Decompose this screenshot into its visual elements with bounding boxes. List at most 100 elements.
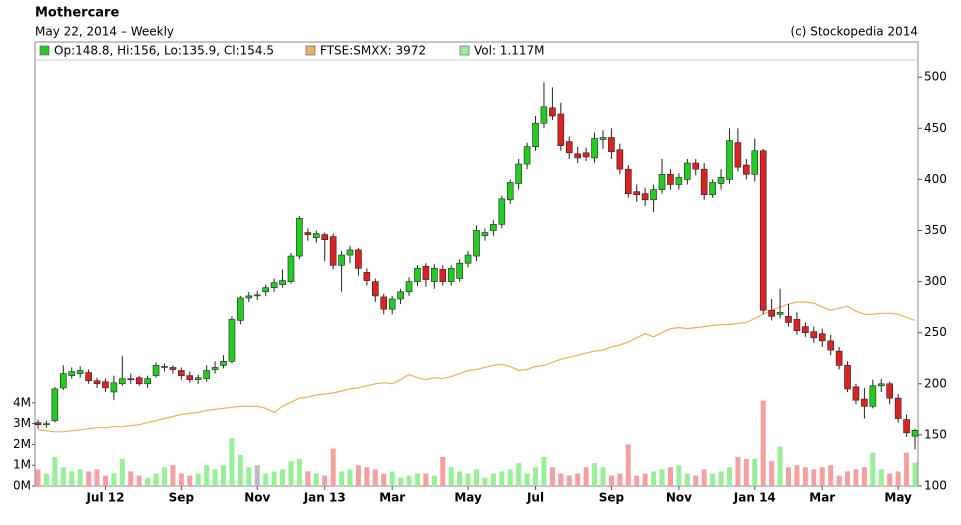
candle-body xyxy=(684,162,691,180)
x-tick-label: Sep xyxy=(169,491,195,505)
volume-bar xyxy=(845,471,851,486)
candle-body xyxy=(802,326,809,333)
volume-bar xyxy=(828,465,834,486)
candle-body xyxy=(388,298,396,310)
volume-bar xyxy=(52,456,58,486)
candle-body xyxy=(835,350,843,366)
x-tick-label: Jan 14 xyxy=(733,491,776,505)
candle-body xyxy=(675,177,683,185)
x-tick-label: May xyxy=(454,491,482,505)
volume-bar xyxy=(339,471,345,486)
volume-bar xyxy=(769,461,775,486)
volume-bar xyxy=(752,458,758,486)
candle-body xyxy=(270,282,278,289)
candle-body xyxy=(464,254,472,264)
volume-bar xyxy=(102,475,108,486)
candle-body xyxy=(658,173,666,190)
candle-body xyxy=(296,217,303,257)
candle-body xyxy=(557,113,565,146)
volume-bar xyxy=(566,475,572,486)
volume-bar xyxy=(575,473,581,486)
chart-title: Mothercare xyxy=(35,6,119,21)
volume-bar xyxy=(204,465,210,486)
volume-bar xyxy=(533,467,539,486)
volume-bar xyxy=(457,471,463,486)
candle-body xyxy=(785,316,792,323)
volume-bar xyxy=(592,463,598,486)
x-tick-label: Nov xyxy=(666,491,692,505)
candle-body xyxy=(186,375,194,381)
y2-tick-label: 0M xyxy=(13,479,31,493)
candle-body xyxy=(852,386,860,401)
volume-bar xyxy=(693,475,699,486)
candle-body xyxy=(178,370,185,376)
volume-bar xyxy=(676,465,682,486)
source: (c) Stockopedia 2014 xyxy=(790,25,918,39)
volume-bar xyxy=(600,467,606,486)
y-tick-label: 100 xyxy=(924,479,947,493)
volume-bar xyxy=(305,471,311,486)
candle-body xyxy=(422,265,430,280)
volume-bar xyxy=(642,473,648,486)
candle-body xyxy=(624,168,632,195)
candle-body xyxy=(304,232,312,235)
candle-body xyxy=(287,255,295,282)
candle-body xyxy=(194,377,202,381)
legend-swatch xyxy=(305,45,316,56)
candle-body xyxy=(481,232,489,236)
candle-body xyxy=(574,153,581,159)
candle-body xyxy=(34,422,42,425)
volume-bar xyxy=(617,473,623,486)
volume-bar xyxy=(701,469,707,486)
candle-body xyxy=(743,164,750,175)
volume-bar xyxy=(431,475,437,486)
candle-body xyxy=(498,198,506,225)
candle-body xyxy=(844,365,851,390)
y-tick-label: 450 xyxy=(924,121,947,135)
candle-body xyxy=(76,370,84,374)
volume-bar xyxy=(60,467,66,486)
candle-body xyxy=(220,361,227,366)
x-tick-label: Mar xyxy=(809,491,835,505)
volume-bar xyxy=(490,473,496,486)
volume-bar xyxy=(811,469,817,486)
volume-bar xyxy=(651,471,657,486)
volume-bar xyxy=(229,438,235,486)
volume-bar xyxy=(777,446,783,486)
volume-bar xyxy=(726,467,732,486)
volume-bar xyxy=(364,467,370,486)
candle-body xyxy=(228,319,236,362)
candle-body xyxy=(549,107,556,117)
candle-body xyxy=(869,385,877,407)
candle-body xyxy=(827,340,834,351)
candle-body xyxy=(329,236,337,266)
volume-bar xyxy=(583,467,589,486)
volume-bar xyxy=(710,473,716,486)
volume-bar xyxy=(786,467,792,486)
candle-body xyxy=(759,150,767,311)
candle-body xyxy=(152,365,160,376)
volume-bar xyxy=(35,469,41,486)
y-tick-label: 400 xyxy=(924,172,947,186)
volume-bar xyxy=(904,452,910,486)
candle-body xyxy=(237,297,244,321)
volume-bar xyxy=(263,473,269,486)
candle-body xyxy=(169,367,177,370)
candle-body xyxy=(85,372,92,382)
volume-bar xyxy=(398,477,404,486)
volume-bar xyxy=(414,473,420,486)
candle-body xyxy=(211,367,219,370)
candle-body xyxy=(397,291,404,300)
volume-bar xyxy=(170,465,176,486)
volume-bar xyxy=(499,471,505,486)
candle-body xyxy=(633,191,641,196)
volume-bar xyxy=(760,400,766,486)
candle-body xyxy=(540,106,548,124)
x-tick-label: Sep xyxy=(599,491,625,505)
candle-body xyxy=(692,162,700,170)
candle-body xyxy=(245,295,253,299)
volume-bar xyxy=(549,467,555,486)
volume-bar xyxy=(465,473,471,486)
legend-swatch xyxy=(39,45,50,56)
volume-bar xyxy=(178,473,184,486)
